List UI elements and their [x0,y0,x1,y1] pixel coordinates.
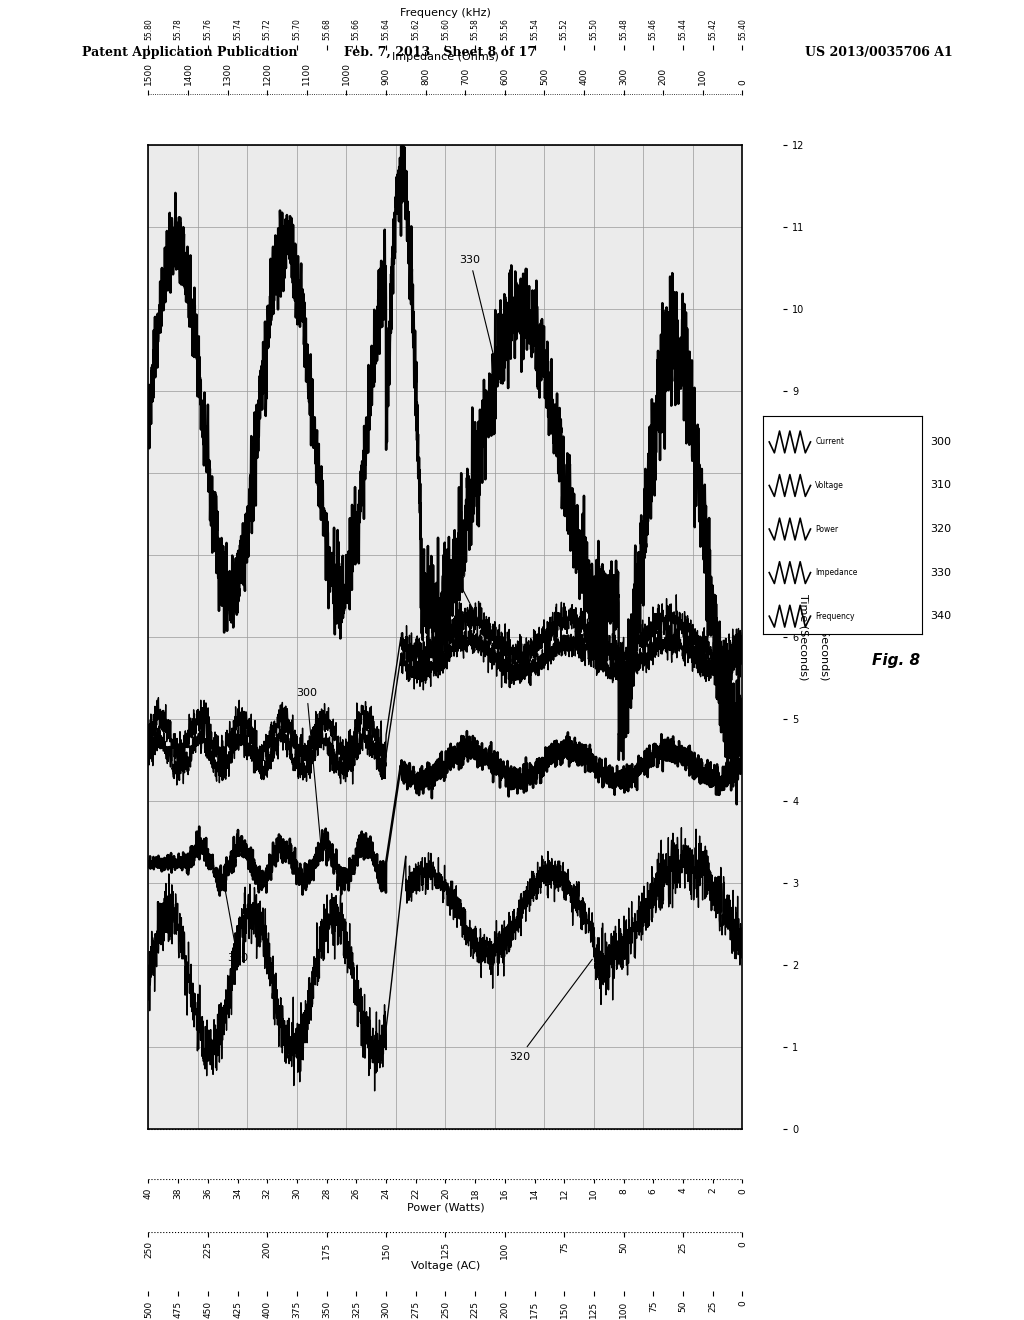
Text: 310: 310 [930,480,951,491]
Text: 300: 300 [930,437,951,447]
Text: 320: 320 [930,524,951,535]
X-axis label: Voltage (AC): Voltage (AC) [411,1262,480,1271]
Text: Voltage: Voltage [815,480,844,490]
X-axis label: Impedance (Ohms): Impedance (Ohms) [392,51,499,62]
Text: Frequency: Frequency [815,611,855,620]
Text: 310: 310 [444,570,494,649]
Text: 300: 300 [296,688,322,851]
Text: Fig. 8: Fig. 8 [872,652,920,668]
X-axis label: Frequency (kHz): Frequency (kHz) [400,8,490,17]
Text: 330: 330 [930,568,951,578]
Text: US 2013/0035706 A1: US 2013/0035706 A1 [805,46,952,59]
X-axis label: Power (Watts): Power (Watts) [407,1203,484,1212]
Text: 340: 340 [930,611,951,622]
Text: 340: 340 [223,879,248,964]
Text: Patent Application Publication: Patent Application Publication [82,46,297,59]
Text: Impedance: Impedance [815,568,858,577]
Text: 320: 320 [509,960,592,1061]
Text: Time (Seconds): Time (Seconds) [799,594,809,680]
Text: 330: 330 [460,255,495,359]
Y-axis label: Time (Seconds): Time (Seconds) [820,594,829,680]
Text: Current: Current [815,437,844,446]
Text: Power: Power [815,524,839,533]
Text: Feb. 7, 2013   Sheet 8 of 17: Feb. 7, 2013 Sheet 8 of 17 [344,46,537,59]
